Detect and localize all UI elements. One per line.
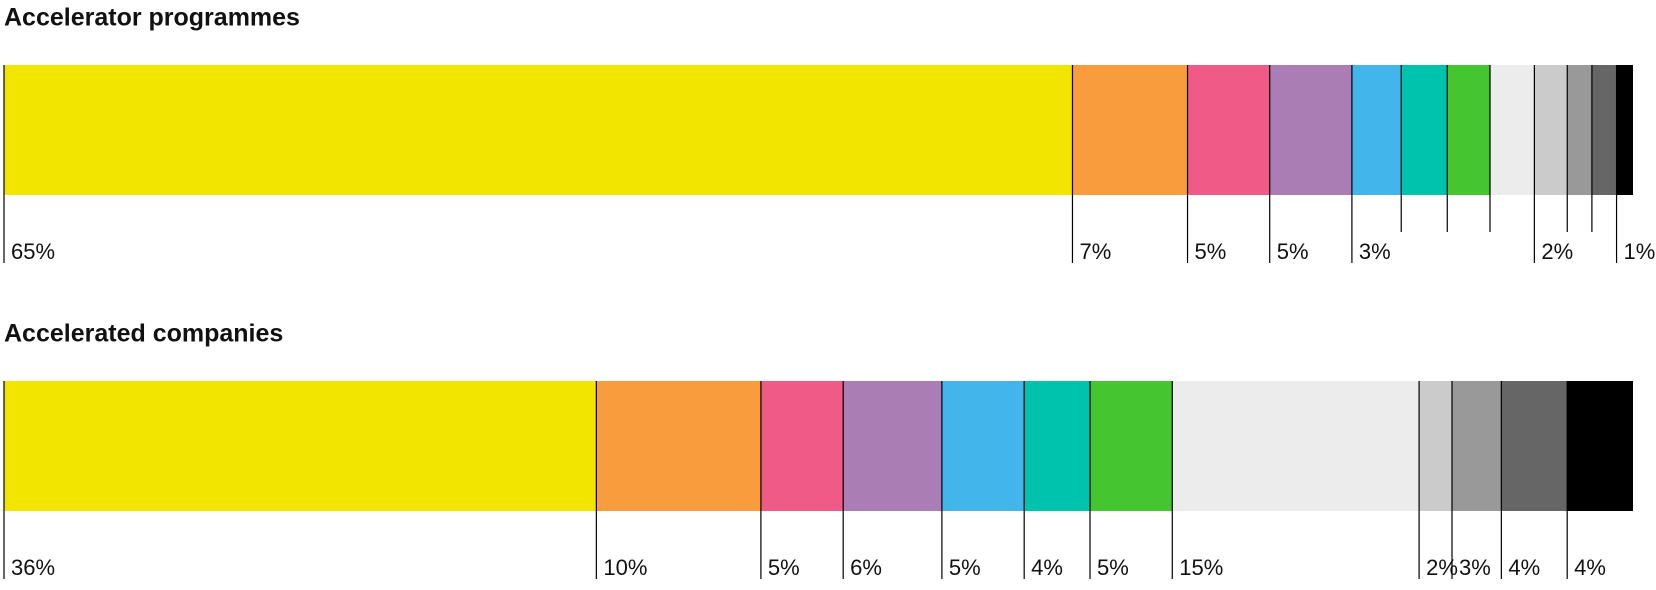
bar-segment — [1447, 65, 1490, 195]
value-label: 2% — [1426, 555, 1458, 580]
value-label: 2% — [1541, 239, 1573, 264]
bar-segment — [1534, 65, 1568, 195]
value-label: 3% — [1459, 555, 1491, 580]
bar-segment — [1072, 65, 1188, 195]
bar-segment — [1172, 381, 1420, 511]
chart-title: Accelerator programmes — [4, 4, 300, 32]
value-label: 5% — [768, 555, 800, 580]
bar-segment — [4, 381, 597, 511]
value-label: 1% — [1624, 239, 1656, 264]
bar-segment — [1489, 65, 1535, 195]
bar-segment — [596, 381, 761, 511]
bar-segment — [1591, 65, 1617, 195]
value-label: 65% — [11, 239, 55, 264]
bar-segment — [1567, 381, 1633, 511]
bar-segment — [1452, 381, 1502, 511]
bar-segment — [1269, 65, 1352, 195]
bar-segment — [941, 381, 1025, 511]
bar-segment — [1351, 65, 1402, 195]
bar-segment — [4, 65, 1073, 195]
value-label: 36% — [11, 555, 55, 580]
bar-segment — [1419, 381, 1452, 511]
bar-segment — [843, 381, 942, 511]
value-label: 4% — [1508, 555, 1540, 580]
bar-segment — [1187, 65, 1270, 195]
value-label: 6% — [850, 555, 882, 580]
value-label: 5% — [1097, 555, 1129, 580]
chart-title: Accelerated companies — [4, 320, 283, 348]
value-label: 3% — [1359, 239, 1391, 264]
value-label: 5% — [1277, 239, 1309, 264]
bar-segment — [1090, 381, 1173, 511]
bar-segment — [1567, 65, 1592, 195]
bar-segment — [760, 381, 844, 511]
bar-segment — [1501, 381, 1568, 511]
bar-segment — [1616, 65, 1633, 195]
value-label: 4% — [1574, 555, 1606, 580]
value-label: 5% — [1195, 239, 1227, 264]
value-label: 15% — [1179, 555, 1223, 580]
value-label: 5% — [949, 555, 981, 580]
bar-segment — [1401, 65, 1448, 195]
value-label: 7% — [1079, 239, 1111, 264]
value-label: 4% — [1031, 555, 1063, 580]
bar-segment — [1024, 381, 1090, 511]
value-label: 10% — [603, 555, 647, 580]
